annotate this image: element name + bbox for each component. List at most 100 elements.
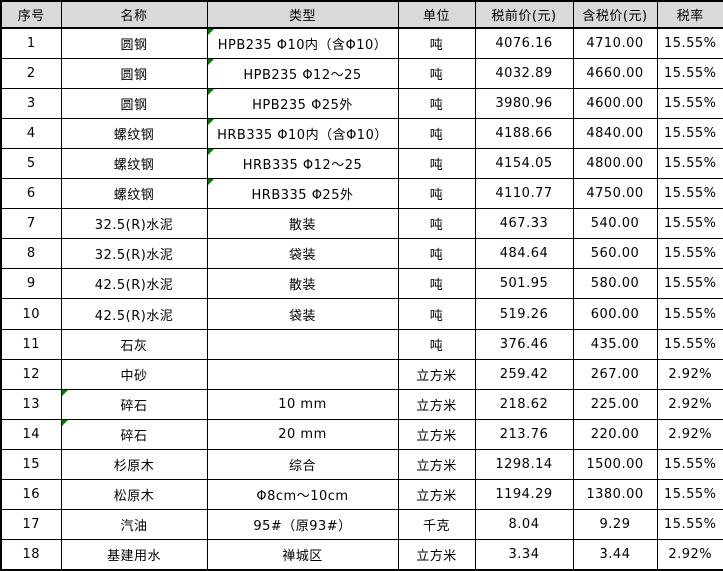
cell-name-text: 石灰 xyxy=(120,338,148,354)
cell-rate: 15.55% xyxy=(656,509,723,541)
cell-rate: 15.55% xyxy=(656,178,723,210)
cell-name: 螺纹钢 xyxy=(60,178,208,210)
table-row: 6 螺纹钢 HRB335 Φ25外 吨 4110.77 4750.00 15.5… xyxy=(0,178,723,210)
cell-withtax: 580.00 xyxy=(572,268,658,300)
cell-type-text: 散装 xyxy=(288,218,316,234)
cell-no-text: 5 xyxy=(26,155,36,171)
cell-no-text: 16 xyxy=(22,487,41,503)
cell-unit-text: 立方米 xyxy=(416,428,457,444)
cell-flag-icon xyxy=(208,29,214,35)
cell-withtax: 4600.00 xyxy=(572,87,658,119)
cell-rate: 15.55% xyxy=(656,268,723,300)
cell-name-text: 圆钢 xyxy=(120,97,148,113)
cell-rate-text: 2.92% xyxy=(668,547,713,563)
column-header-pretax: 税前价(元) xyxy=(474,0,574,29)
cell-rate-text: 2.92% xyxy=(668,396,713,412)
cell-no-text: 8 xyxy=(26,246,36,262)
cell-name: 螺纹钢 xyxy=(60,147,208,180)
column-header-type: 类型 xyxy=(206,0,399,29)
cell-withtax-text: 4660.00 xyxy=(586,65,644,81)
cell-name-text: 圆钢 xyxy=(120,67,148,83)
cell-pretax-text: 218.62 xyxy=(499,396,549,412)
table-row: 17 汽油 95#（原93#） 千克 8.04 9.29 15.55% xyxy=(0,509,723,541)
cell-pretax-text: 4154.05 xyxy=(495,155,553,171)
table-row: 12 中砂 立方米 259.42 267.00 2.92% xyxy=(0,358,723,390)
cell-withtax-text: 600.00 xyxy=(590,306,640,322)
cell-unit-text: 立方米 xyxy=(416,398,457,414)
cell-pretax-text: 213.76 xyxy=(499,426,549,442)
cell-pretax: 4110.77 xyxy=(474,178,574,210)
cell-name: 汽油 xyxy=(60,509,208,541)
cell-name: 石灰 xyxy=(60,328,208,360)
cell-pretax: 519.26 xyxy=(474,298,574,330)
cell-unit: 吨 xyxy=(397,147,476,180)
cell-withtax-text: 4840.00 xyxy=(586,125,644,141)
table-row: 1 圆钢 HPB235 Φ10内（含Φ10） 吨 4076.16 4710.00… xyxy=(0,27,723,59)
cell-type xyxy=(206,328,399,360)
cell-unit-text: 立方米 xyxy=(416,549,457,565)
cell-no-text: 7 xyxy=(26,216,36,232)
cell-pretax-text: 1298.14 xyxy=(495,457,553,473)
cell-withtax-text: 3.44 xyxy=(599,547,631,563)
cell-pretax-text: 4076.16 xyxy=(495,35,553,51)
cell-unit-text: 吨 xyxy=(429,188,444,204)
cell-rate-text: 2.92% xyxy=(668,366,713,382)
cell-rate-text: 15.55% xyxy=(663,276,717,292)
cell-name: 中砂 xyxy=(60,358,208,390)
cell-withtax: 9.29 xyxy=(572,509,658,541)
cell-name: 松原木 xyxy=(60,479,208,511)
cell-type: 禅城区 xyxy=(206,539,399,571)
cell-unit: 吨 xyxy=(397,27,476,59)
table-row: 18 基建用水 禅城区 立方米 3.34 3.44 2.92% xyxy=(0,539,723,571)
cell-no-text: 6 xyxy=(26,186,36,202)
cell-type: 综合 xyxy=(206,449,399,481)
cell-name: 42.5(R)水泥 xyxy=(60,298,208,330)
cell-rate: 2.92% xyxy=(656,388,723,420)
cell-unit-text: 立方米 xyxy=(416,459,457,475)
cell-withtax-text: 4600.00 xyxy=(586,95,644,111)
header-row: 序号 名称 类型 单位 税前价(元) 含税价(元) 税率 xyxy=(0,0,723,29)
cell-flag-icon xyxy=(208,119,214,125)
cell-pretax: 484.64 xyxy=(474,238,574,270)
cell-withtax: 3.44 xyxy=(572,539,658,571)
cell-type: 袋装 xyxy=(206,298,399,330)
column-header-rate: 税率 xyxy=(656,0,723,29)
cell-rate: 15.55% xyxy=(656,479,723,511)
cell-name: 32.5(R)水泥 xyxy=(60,238,208,270)
cell-no: 3 xyxy=(0,87,62,119)
cell-type-text: 袋装 xyxy=(288,248,316,264)
cell-pretax: 4154.05 xyxy=(474,147,574,180)
cell-name: 42.5(R)水泥 xyxy=(60,268,208,300)
cell-name-text: 42.5(R)水泥 xyxy=(94,278,174,294)
cell-type-text: HRB335 Φ12～25 xyxy=(242,157,363,173)
cell-type: HRB335 Φ12～25 xyxy=(206,147,399,180)
cell-rate: 15.55% xyxy=(656,117,723,149)
cell-rate: 2.92% xyxy=(656,358,723,390)
cell-withtax-text: 1500.00 xyxy=(586,457,644,473)
cell-withtax-text: 540.00 xyxy=(590,216,640,232)
cell-withtax-text: 9.29 xyxy=(599,517,631,533)
cell-rate-text: 15.55% xyxy=(663,65,717,81)
cell-unit-text: 吨 xyxy=(429,97,444,113)
cell-withtax-text: 220.00 xyxy=(590,426,640,442)
cell-rate: 15.55% xyxy=(656,238,723,270)
cell-withtax: 4800.00 xyxy=(572,147,658,180)
table-row: 15 杉原木 综合 立方米 1298.14 1500.00 15.55% xyxy=(0,449,723,481)
cell-flag-icon xyxy=(208,179,214,186)
cell-rate: 15.55% xyxy=(656,298,723,330)
cell-withtax: 540.00 xyxy=(572,208,658,240)
cell-pretax-text: 376.46 xyxy=(499,336,549,352)
cell-type-text: HRB335 Φ10内（含Φ10） xyxy=(217,127,388,143)
cell-pretax: 3.34 xyxy=(474,539,574,571)
cell-unit: 吨 xyxy=(397,57,476,89)
cell-no: 4 xyxy=(0,117,62,149)
cell-withtax-text: 4750.00 xyxy=(586,186,644,202)
cell-unit-text: 吨 xyxy=(429,127,444,143)
cell-type: 散装 xyxy=(206,268,399,300)
cell-withtax: 1380.00 xyxy=(572,479,658,511)
cell-name-text: 中砂 xyxy=(120,368,148,384)
cell-name: 碎石 xyxy=(60,388,208,420)
cell-type-text: HRB335 Φ25外 xyxy=(251,188,354,204)
cell-type: 散装 xyxy=(206,208,399,240)
cell-rate: 15.55% xyxy=(656,147,723,180)
